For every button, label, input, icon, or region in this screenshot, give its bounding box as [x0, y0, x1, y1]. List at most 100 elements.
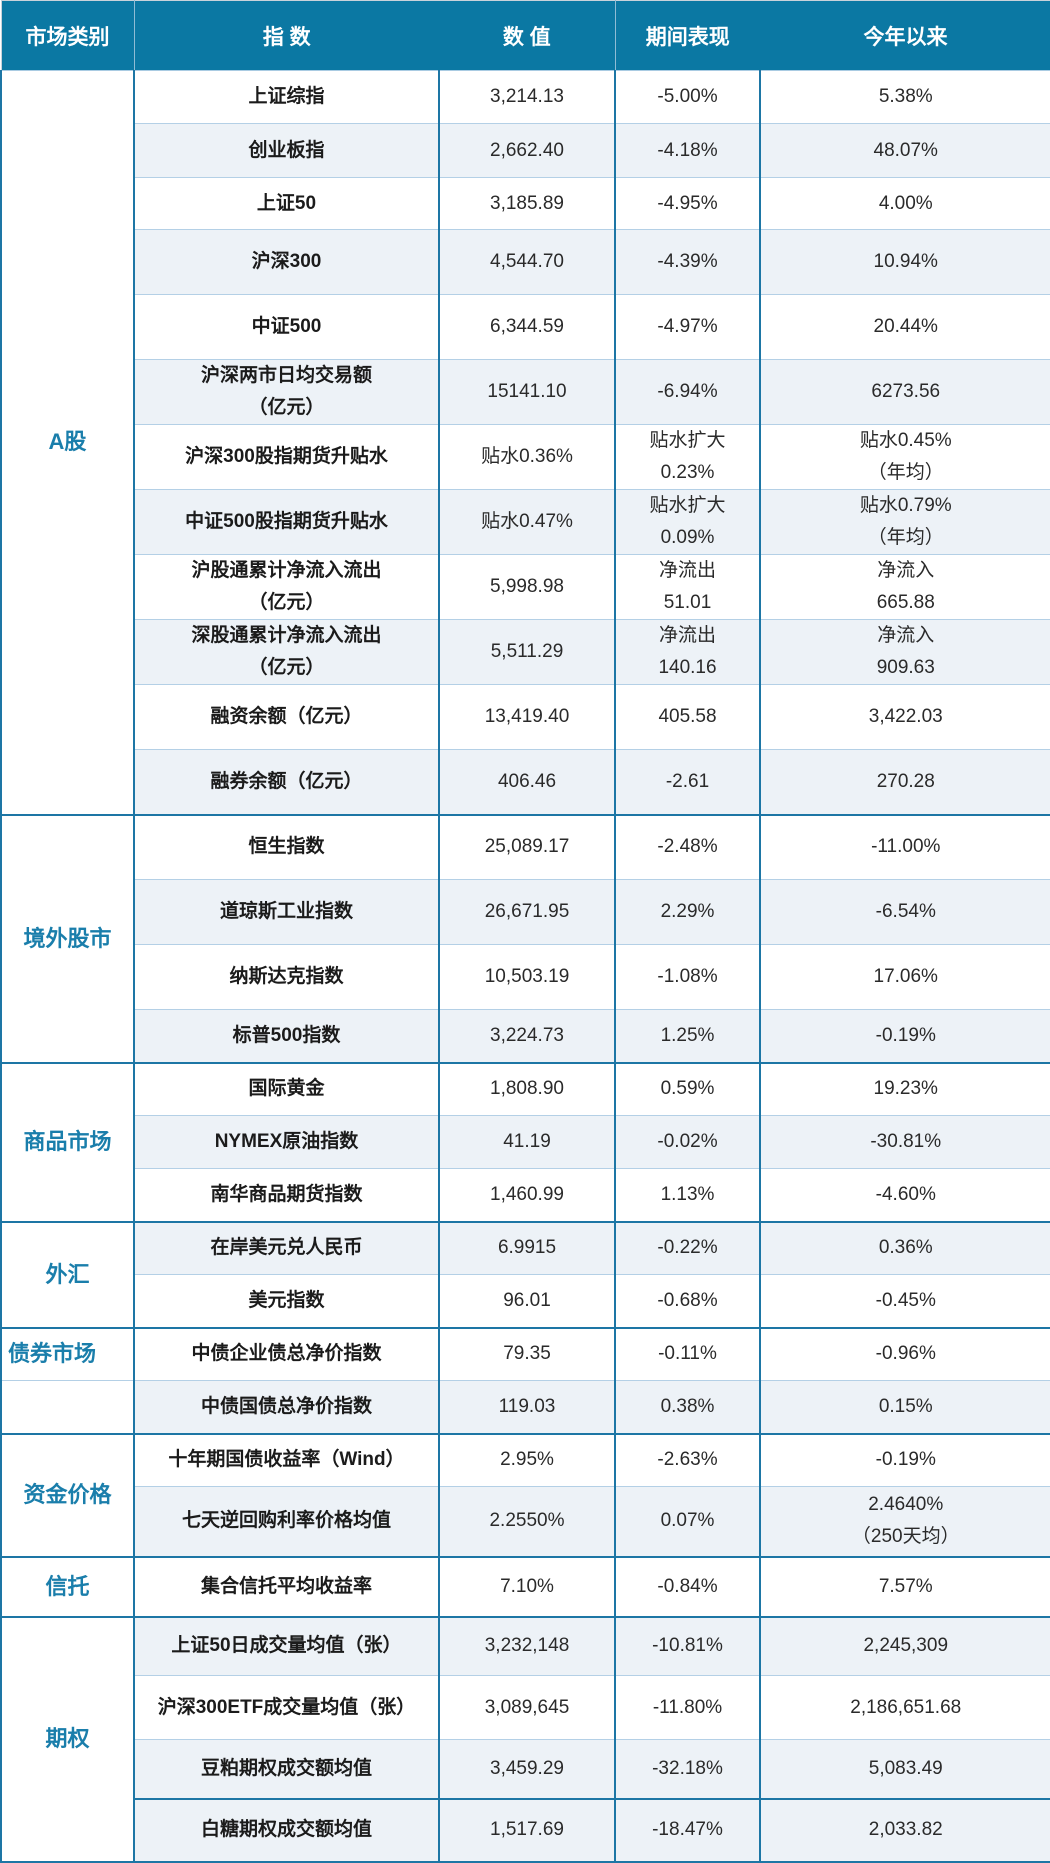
period-change-cell: -4.97%	[614, 294, 761, 360]
value-cell: 2.95%	[438, 1432, 616, 1487]
period-change-cell: -4.39%	[614, 229, 761, 295]
period-change-cell: -1.08%	[614, 944, 761, 1010]
index-name-cell: 沪深两市日均交易额 （亿元）	[133, 359, 440, 425]
index-name-cell: 中证500股指期货升贴水	[133, 489, 440, 555]
category-cell: 债券市场	[0, 1326, 135, 1381]
index-name-cell: 纳斯达克指数	[133, 944, 440, 1010]
ytd-change-cell: -0.19%	[759, 1009, 1050, 1063]
index-name-cell: 集合信托平均收益率	[133, 1555, 440, 1617]
period-change-cell: 1.25%	[614, 1009, 761, 1063]
value-cell: 3,214.13	[438, 70, 616, 124]
table-row: 豆粕期权成交额均值 3,459.29 -32.18% 5,083.49	[1, 1739, 1050, 1799]
value-cell: 119.03	[438, 1380, 616, 1434]
ytd-change-cell: -0.45%	[759, 1274, 1050, 1328]
table-row: 资金价格 十年期国债收益率（Wind） 2.95% -2.63% -0.19%	[0, 1432, 1050, 1558]
period-change-cell: -4.95%	[614, 177, 761, 230]
table-row: 中证500股指期货升贴水 贴水0.47% 贴水扩大 0.09% 贴水0.79% …	[1, 489, 1050, 555]
table-row: 标普500指数 3,224.73 1.25% -0.19%	[1, 1009, 1050, 1063]
index-name-cell: NYMEX原油指数	[133, 1115, 440, 1169]
index-name-cell: 中证500	[133, 294, 440, 360]
period-change-cell: -11.80%	[614, 1675, 761, 1740]
index-name-cell: 道琼斯工业指数	[133, 879, 440, 945]
ytd-change-cell: 5.38%	[759, 70, 1050, 124]
index-name-cell: 恒生指数	[133, 813, 440, 880]
period-change-cell: -0.02%	[614, 1115, 761, 1169]
value-cell: 406.46	[438, 749, 616, 815]
ytd-change-cell: 6273.56	[759, 359, 1050, 425]
index-name-cell: 国际黄金	[133, 1061, 440, 1116]
index-name-cell: 豆粕期权成交额均值	[133, 1739, 440, 1799]
index-name-cell: 美元指数	[133, 1274, 440, 1328]
ytd-change-cell: -0.19%	[759, 1432, 1050, 1487]
value-cell: 5,998.98	[438, 554, 616, 620]
table-row: 沪深300股指期货升贴水 贴水0.36% 贴水扩大 0.23% 贴水0.45% …	[1, 424, 1050, 490]
table-row: 纳斯达克指数 10,503.19 -1.08% 17.06%	[1, 944, 1050, 1010]
ytd-change-cell: -11.00%	[759, 813, 1050, 880]
period-change-cell: 0.59%	[614, 1061, 761, 1116]
period-change-cell: -5.00%	[614, 70, 761, 124]
ytd-change-cell: 7.57%	[759, 1555, 1050, 1617]
period-change-cell: -2.48%	[614, 813, 761, 880]
period-change-cell: -4.18%	[614, 123, 761, 178]
period-change-cell: 净流出 140.16	[614, 619, 761, 685]
period-change-cell: 2.29%	[614, 879, 761, 945]
table-row: 道琼斯工业指数 26,671.95 2.29% -6.54%	[1, 879, 1050, 945]
index-name-cell: 沪深300股指期货升贴水	[133, 424, 440, 490]
index-name-cell: 标普500指数	[133, 1009, 440, 1063]
index-name-cell: 白糖期权成交额均值	[133, 1797, 440, 1863]
value-cell: 1,460.99	[438, 1168, 616, 1222]
value-cell: 10,503.19	[438, 944, 616, 1010]
period-change-cell: -18.47%	[614, 1797, 761, 1863]
value-cell: 2.2550%	[438, 1486, 616, 1557]
period-change-cell: -2.63%	[614, 1432, 761, 1487]
table-row: 沪深两市日均交易额 （亿元） 15141.10 -6.94% 6273.56	[1, 359, 1050, 425]
table-row: 商品市场 国际黄金 1,808.90 0.59% 19.23%	[0, 1061, 1050, 1223]
value-cell: 15141.10	[438, 359, 616, 425]
ytd-change-cell: 48.07%	[759, 123, 1050, 178]
category-cell-empty	[0, 1380, 135, 1435]
index-name-cell: 融券余额（亿元）	[133, 749, 440, 815]
ytd-change-cell: 2,245,309	[759, 1615, 1050, 1676]
category-cell: A股	[0, 70, 135, 816]
value-cell: 3,232,148	[438, 1615, 616, 1676]
value-cell: 6.9915	[438, 1220, 616, 1275]
table-row: 信托 集合信托平均收益率 7.10% -0.84% 7.57%	[0, 1555, 1050, 1618]
index-name-cell: 上证综指	[133, 70, 440, 124]
header-ytd: 今年以来	[760, 0, 1050, 71]
table-row: 融资余额（亿元） 13,419.40 405.58 3,422.03	[1, 684, 1050, 750]
value-cell: 5,511.29	[438, 619, 616, 685]
period-change-cell: -32.18%	[614, 1739, 761, 1799]
category-cell: 信托	[0, 1555, 135, 1618]
period-change-cell: 0.38%	[614, 1380, 761, 1434]
table-row: 七天逆回购利率价格均值 2.2550% 0.07% 2.4640% （250天均…	[1, 1486, 1050, 1557]
category-cell: 期权	[0, 1615, 135, 1863]
ytd-change-cell: 净流入 909.63	[759, 619, 1050, 685]
period-change-cell: 贴水扩大 0.23%	[614, 424, 761, 490]
value-cell: 3,459.29	[438, 1739, 616, 1799]
period-change-cell: 405.58	[614, 684, 761, 750]
value-cell: 1,517.69	[438, 1797, 616, 1863]
header-period: 期间表现	[615, 0, 760, 71]
index-name-cell: 七天逆回购利率价格均值	[133, 1486, 440, 1557]
value-cell: 3,185.89	[438, 177, 616, 230]
index-name-cell: 深股通累计净流入流出 （亿元）	[133, 619, 440, 685]
index-name-cell: 南华商品期货指数	[133, 1168, 440, 1222]
value-cell: 4,544.70	[438, 229, 616, 295]
value-cell: 贴水0.47%	[438, 489, 616, 555]
table-row: 中证500 6,344.59 -4.97% 20.44%	[1, 294, 1050, 360]
ytd-change-cell: -30.81%	[759, 1115, 1050, 1169]
period-change-cell: 贴水扩大 0.09%	[614, 489, 761, 555]
header-index: 指 数	[134, 0, 439, 71]
category-cell: 商品市场	[0, 1061, 135, 1223]
table-row: 白糖期权成交额均值 1,517.69 -18.47% 2,033.82	[1, 1797, 1050, 1863]
index-name-cell: 创业板指	[133, 123, 440, 178]
ytd-change-cell: 19.23%	[759, 1061, 1050, 1116]
period-change-cell: -6.94%	[614, 359, 761, 425]
table-row: 沪股通累计净流入流出 （亿元） 5,998.98 净流出 51.01 净流入 6…	[1, 554, 1050, 620]
table-row: A股 上证综指 3,214.13 -5.00% 5.38%	[0, 70, 1050, 816]
value-cell: 41.19	[438, 1115, 616, 1169]
period-change-cell: -0.11%	[614, 1326, 761, 1381]
period-change-cell: 0.07%	[614, 1486, 761, 1557]
ytd-change-cell: 17.06%	[759, 944, 1050, 1010]
